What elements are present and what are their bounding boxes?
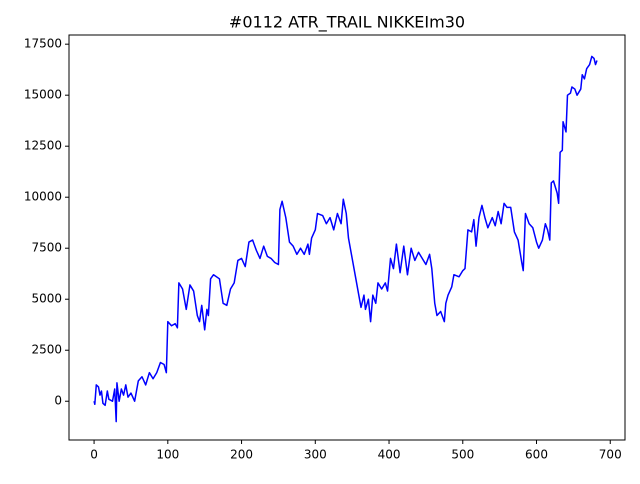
chart-title: #0112 ATR_TRAIL NIKKEIm30 [229,13,465,33]
y-tick-label: 7500 [31,241,62,255]
y-tick-label: 10000 [24,190,62,204]
x-tick-label: 700 [599,448,622,462]
plot-frame [68,34,626,441]
y-tick-label: 17500 [24,37,62,51]
y-tick-label: 0 [54,394,62,408]
x-tick-label: 0 [90,448,98,462]
y-tick-label: 15000 [24,88,62,102]
x-tick-label: 400 [378,448,401,462]
x-tick-label: 100 [156,448,179,462]
y-tick-label: 5000 [31,292,62,306]
x-tick-label: 300 [304,448,327,462]
line-series [93,55,598,423]
x-tick-label: 500 [451,448,474,462]
y-tick-label: 12500 [24,139,62,153]
y-tick-label: 2500 [31,343,62,357]
x-tick-label: 600 [525,448,548,462]
x-tick-label: 200 [230,448,253,462]
